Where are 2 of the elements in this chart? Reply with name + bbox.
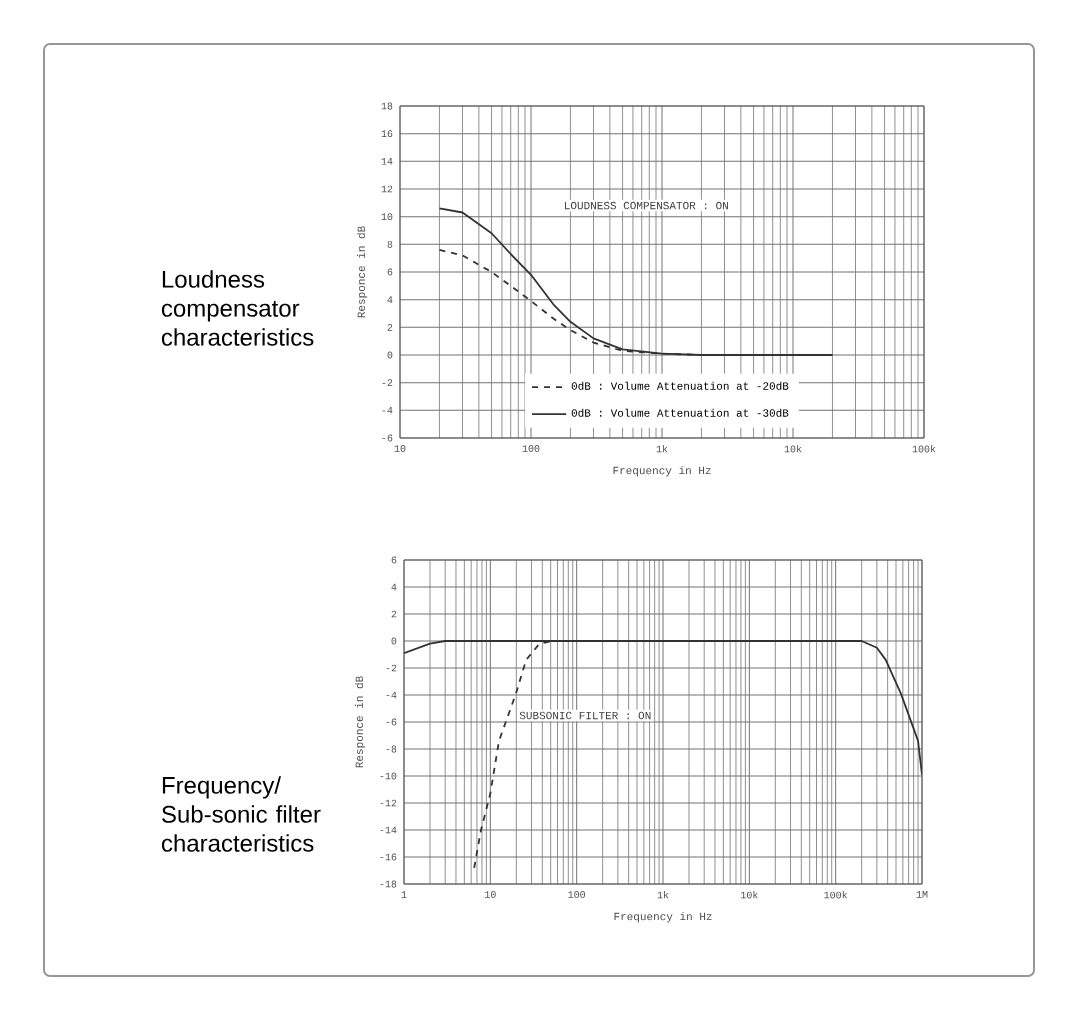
text: Loudness compensator characteristics <box>161 270 314 346</box>
text: Frequency/ Sub-sonic filter characteristics <box>161 776 321 852</box>
